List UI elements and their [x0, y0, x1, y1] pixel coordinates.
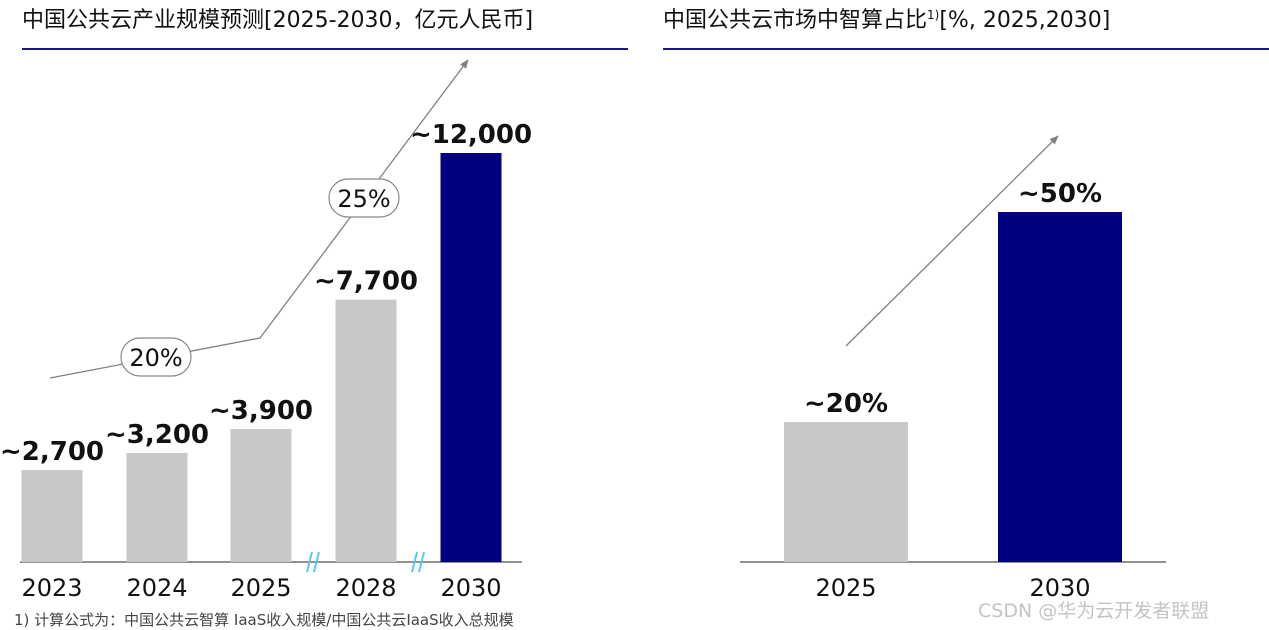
left-value-label-2024: ~3,200: [105, 420, 209, 450]
right-bar-2030: [998, 212, 1122, 562]
left-axis-break-1: [306, 551, 320, 573]
left-bar-2024: [126, 452, 188, 562]
right-bar-2025: [784, 422, 908, 562]
right-value-label-2025: ~20%: [804, 389, 888, 419]
right-tick-label-2025: 2025: [815, 574, 876, 602]
left-tick-label-2023: 2023: [21, 574, 82, 602]
left-value-label-2025: ~3,900: [209, 396, 313, 426]
growth-label-1: 20%: [129, 344, 182, 372]
left-value-label-2030: ~12,000: [410, 120, 532, 150]
growth-bubble-1: [120, 337, 192, 377]
chart-left-title: 中国公共云产业规模预测[2025-2030，亿元人民币]: [22, 8, 534, 33]
right-trend-arrow: [845, 135, 1059, 347]
chart-left-title-rule: [22, 48, 628, 50]
chart-right-title-footnote-mark: 1): [927, 8, 940, 22]
left-bar-2030: [440, 153, 502, 562]
left-trend-arrow: [49, 59, 469, 379]
left-tick-label-2024: 2024: [126, 574, 187, 602]
chart-right-title-suffix: [%, 2025,2030]: [939, 8, 1111, 33]
chart-right-title: 中国公共云市场中智算占比1)[%, 2025,2030]: [663, 2, 1110, 34]
left-bar-2023: [21, 469, 83, 562]
growth-bubble-2: [328, 178, 400, 218]
left-axis-break-2: [411, 551, 425, 573]
left-tick-label-2028: 2028: [335, 574, 396, 602]
watermark: CSDN @华为云开发者联盟: [978, 600, 1210, 622]
chart-right-title-main: 中国公共云市场中智算占比: [663, 8, 928, 33]
left-tick-label-2030: 2030: [440, 574, 501, 602]
left-tick-label-2025: 2025: [230, 574, 291, 602]
left-value-label-2028: ~7,700: [314, 267, 418, 297]
left-bar-2025: [230, 429, 292, 562]
right-tick-label-2030: 2030: [1029, 574, 1090, 602]
left-bar-2028: [335, 299, 397, 562]
right-value-label-2030: ~50%: [1018, 179, 1102, 209]
chart-right-title-rule: [663, 48, 1269, 50]
left-value-label-2023: ~2,700: [0, 437, 104, 467]
growth-label-2: 25%: [337, 185, 390, 213]
footnote: 1) 计算公式为：中国公共云智算 IaaS收入规模/中国公共云IaaS收入总规模: [14, 611, 514, 629]
